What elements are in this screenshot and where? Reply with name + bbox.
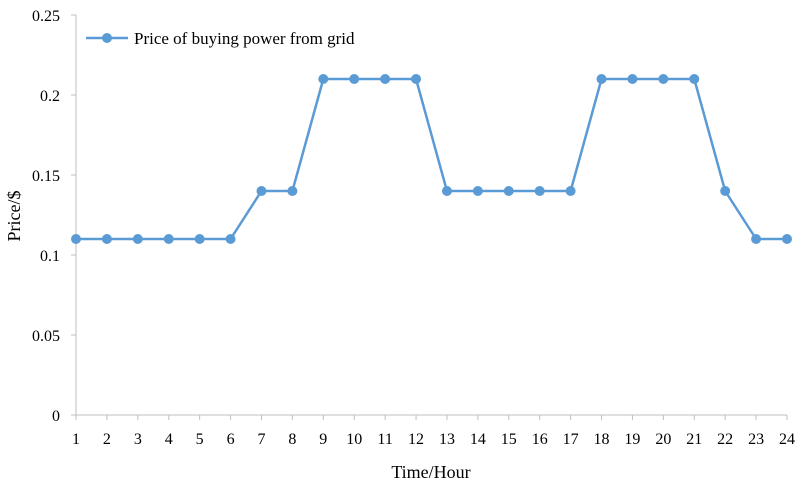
data-point <box>782 234 792 244</box>
data-point <box>101 234 112 244</box>
data-point <box>132 234 143 244</box>
data-point <box>472 186 483 196</box>
x-tick-label: 11 <box>377 431 392 448</box>
x-tick-label: 9 <box>319 431 327 448</box>
data-point <box>225 234 236 244</box>
x-tick-label: 22 <box>717 431 733 448</box>
x-tick-label: 10 <box>346 431 362 448</box>
series-line <box>76 77 787 241</box>
y-tick-label: 0.1 <box>40 248 60 265</box>
legend-dot-marker <box>102 33 112 43</box>
data-point <box>534 186 545 196</box>
x-tick-label: 2 <box>103 431 111 448</box>
x-tick-label: 19 <box>624 431 640 448</box>
legend: Price of buying power from grid <box>86 29 355 48</box>
x-tick-label: 7 <box>257 431 265 448</box>
data-point <box>503 186 514 196</box>
data-point <box>565 186 576 196</box>
data-point <box>71 234 81 244</box>
x-tick-label: 8 <box>288 431 296 448</box>
x-tick-label: 20 <box>655 431 671 448</box>
y-axis-title: Price/$ <box>4 191 24 242</box>
x-axis-ticks: 1 2 3 4 5 6 7 8 9 10 11 12 13 14 15 16 17 18 19 20 21 22 23 24 <box>72 415 795 448</box>
x-tick-label: 24 <box>779 431 795 448</box>
data-point <box>411 74 422 84</box>
data-point <box>318 74 329 84</box>
x-tick-label: 15 <box>501 431 517 448</box>
x-tick-label: 21 <box>686 431 702 448</box>
y-tick-label: 0.15 <box>32 168 60 185</box>
x-tick-label: 3 <box>134 431 142 448</box>
x-tick-label: 13 <box>439 431 455 448</box>
x-tick-label: 4 <box>165 431 173 448</box>
x-tick-label: 18 <box>594 431 610 448</box>
x-tick-label: 5 <box>196 431 204 448</box>
x-tick-label: 23 <box>748 431 764 448</box>
x-tick-label: 17 <box>563 431 579 448</box>
data-point <box>256 186 267 196</box>
data-point <box>349 74 360 84</box>
x-tick-label: 14 <box>470 431 486 448</box>
data-point <box>720 186 731 196</box>
data-point <box>658 74 669 84</box>
x-tick-label: 1 <box>72 431 80 448</box>
y-tick-label: 0.25 <box>32 8 60 25</box>
series-layer <box>71 74 792 244</box>
data-point <box>689 74 700 84</box>
data-point <box>751 234 762 244</box>
data-point <box>380 74 391 84</box>
x-axis-title: Time/Hour <box>391 462 470 482</box>
data-point <box>194 234 205 244</box>
legend-label: Price of buying power from grid <box>134 29 355 48</box>
y-tick-label: 0 <box>52 408 60 425</box>
y-tick-label: 0.2 <box>40 88 60 105</box>
x-tick-label: 16 <box>532 431 548 448</box>
data-point <box>287 186 298 196</box>
data-point <box>596 74 607 84</box>
y-tick-label: 0.05 <box>32 328 60 345</box>
y-axis-ticks: 0 0.05 0.1 0.15 0.2 0.25 <box>32 8 76 425</box>
data-point <box>627 74 638 84</box>
x-tick-label: 6 <box>227 431 235 448</box>
data-point <box>441 186 452 196</box>
data-point <box>163 234 174 244</box>
x-tick-label: 12 <box>408 431 424 448</box>
